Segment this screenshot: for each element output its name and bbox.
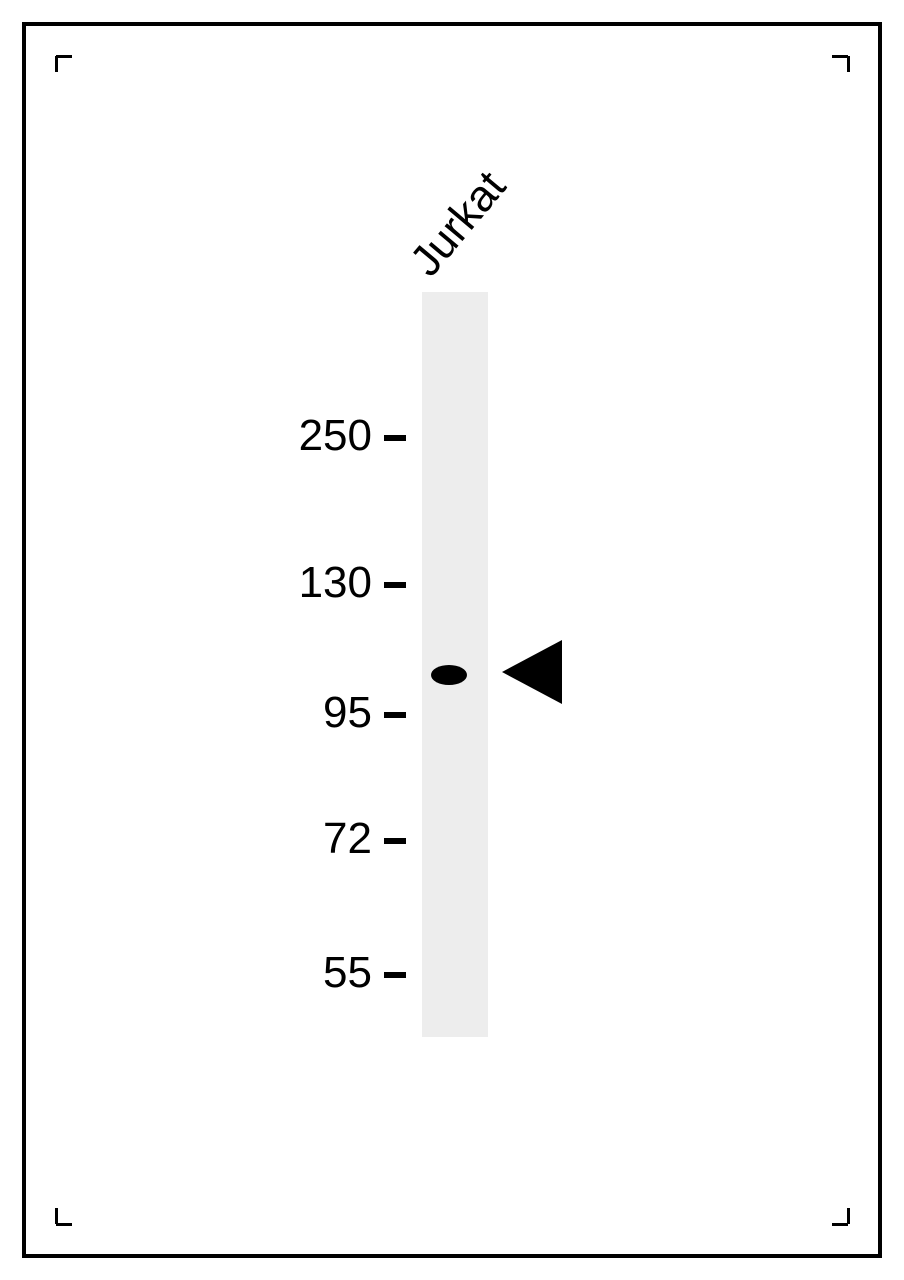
- blot-lane: [422, 292, 488, 1037]
- corner-tick: [55, 56, 58, 72]
- mw-marker-label: 130: [262, 558, 372, 608]
- band-arrow: [502, 640, 562, 704]
- protein-band: [431, 665, 467, 685]
- mw-marker-label: 95: [262, 688, 372, 738]
- corner-tick: [847, 56, 850, 72]
- corner-tick: [56, 1223, 72, 1226]
- mw-marker-tick: [384, 435, 406, 441]
- corner-tick: [847, 1208, 850, 1224]
- mw-marker-label: 55: [262, 948, 372, 998]
- mw-marker-label: 72: [262, 814, 372, 864]
- mw-marker-tick: [384, 582, 406, 588]
- mw-marker-tick: [384, 838, 406, 844]
- mw-marker-tick: [384, 712, 406, 718]
- corner-tick: [56, 55, 72, 58]
- corner-tick: [55, 1208, 58, 1224]
- mw-marker-label: 250: [262, 411, 372, 461]
- mw-marker-tick: [384, 972, 406, 978]
